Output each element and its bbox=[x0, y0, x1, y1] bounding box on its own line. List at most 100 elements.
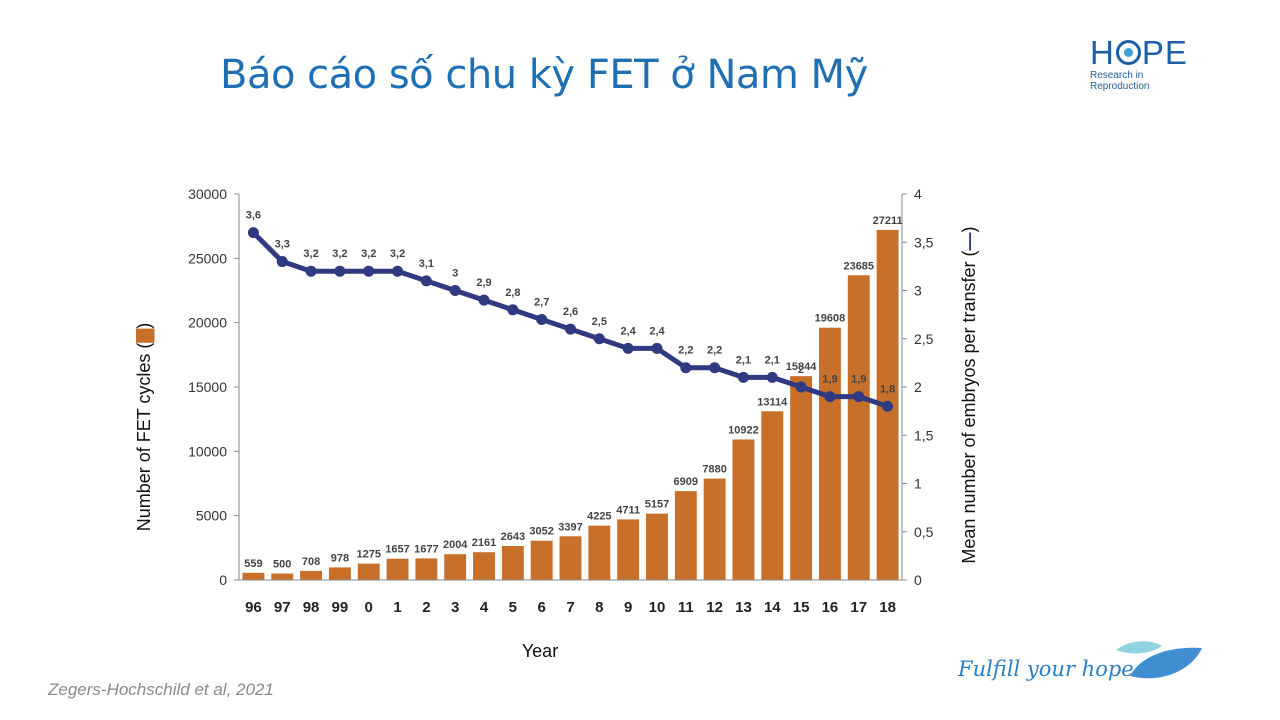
bar-label-14: 13114 bbox=[757, 396, 788, 408]
x-tick-label-98: 98 bbox=[303, 599, 320, 616]
line-label-9: 2,4 bbox=[621, 325, 637, 337]
bar-legend-swatch: ▇ bbox=[134, 328, 155, 344]
embryos-point-0 bbox=[363, 265, 375, 277]
line-label-13: 2,1 bbox=[736, 354, 751, 366]
line-label-5: 2,8 bbox=[505, 287, 520, 299]
right-tick-label: 0,5 bbox=[914, 524, 934, 540]
left-tick-label: 10000 bbox=[188, 443, 227, 459]
line-label-15: 2 bbox=[798, 364, 804, 376]
embryos-point-4 bbox=[478, 294, 490, 306]
line-label-4: 2,9 bbox=[476, 277, 491, 289]
x-axis-title: Year bbox=[522, 641, 558, 661]
bar-0 bbox=[357, 563, 380, 580]
right-tick-label: 3 bbox=[914, 283, 922, 299]
embryos-point-6 bbox=[536, 313, 548, 325]
bar-label-9: 4711 bbox=[616, 504, 640, 516]
bar-99 bbox=[328, 567, 351, 580]
line-label-7: 2,6 bbox=[563, 306, 578, 318]
bar-label-18: 27211 bbox=[873, 215, 903, 227]
bar-98 bbox=[300, 570, 323, 580]
bar-5 bbox=[501, 545, 524, 580]
embryos-point-2 bbox=[420, 275, 432, 287]
bar-13 bbox=[732, 439, 755, 580]
right-tick-label: 1 bbox=[914, 476, 922, 492]
embryos-point-8 bbox=[593, 333, 605, 345]
right-axis-title: Mean number of embryos per transfer (—) bbox=[959, 226, 979, 563]
embryos-point-14 bbox=[766, 371, 778, 383]
right-tick-label: 0 bbox=[914, 572, 922, 588]
line-label-6: 2,7 bbox=[534, 296, 549, 308]
line-label-8: 2,5 bbox=[592, 316, 607, 328]
embryos-point-5 bbox=[507, 304, 519, 316]
left-tick-label: 30000 bbox=[188, 186, 227, 202]
line-label-98: 3,2 bbox=[303, 248, 318, 260]
x-tick-label-10: 10 bbox=[649, 599, 666, 616]
leaf-icon bbox=[1116, 641, 1202, 679]
bar-6 bbox=[530, 540, 553, 580]
left-axis-title: Number of FET cycles (▇) bbox=[134, 323, 155, 532]
embryos-point-1 bbox=[392, 265, 404, 277]
line-label-10: 2,4 bbox=[649, 325, 665, 337]
bar-17 bbox=[847, 275, 870, 580]
x-tick-label-17: 17 bbox=[850, 599, 867, 616]
right-tick-label: 2 bbox=[914, 379, 922, 395]
x-tick-label-0: 0 bbox=[365, 599, 373, 616]
slide-title: Báo cáo số chu kỳ FET ở Nam Mỹ bbox=[220, 52, 868, 98]
line-label-11: 2,2 bbox=[678, 345, 693, 357]
left-tick-label: 5000 bbox=[196, 508, 227, 524]
x-tick-label-11: 11 bbox=[678, 599, 694, 616]
bar-label-98: 708 bbox=[302, 556, 320, 568]
logo-letter-h: H bbox=[1090, 34, 1115, 71]
bar-label-1: 1657 bbox=[385, 544, 409, 556]
x-tick-label-4: 4 bbox=[480, 599, 489, 616]
x-tick-label-1: 1 bbox=[393, 599, 401, 616]
bar-4 bbox=[473, 552, 495, 580]
embryos-point-7 bbox=[565, 323, 576, 335]
line-label-3: 3 bbox=[452, 268, 458, 280]
line-label-17: 1,9 bbox=[851, 374, 866, 386]
embryos-point-16 bbox=[824, 391, 836, 403]
citation: Zegers-Hochschild et al, 2021 bbox=[48, 680, 274, 699]
bar-10 bbox=[646, 513, 668, 580]
line-label-96: 3,6 bbox=[246, 210, 261, 222]
line-label-0: 3,2 bbox=[361, 248, 376, 260]
right-tick-label: 3,5 bbox=[914, 234, 934, 250]
left-axis-title-close: ) bbox=[134, 323, 154, 329]
bar-16 bbox=[818, 327, 841, 580]
line-label-97: 3,3 bbox=[275, 239, 290, 251]
bar-label-8: 4225 bbox=[587, 511, 611, 523]
right-axis-title-close: ) bbox=[959, 226, 979, 232]
logo-wordmark: H PE bbox=[1090, 36, 1205, 69]
right-axis-title-text: Mean number of embryos per transfer ( bbox=[959, 250, 979, 563]
x-tick-label-99: 99 bbox=[332, 599, 349, 616]
embryos-point-15 bbox=[795, 381, 807, 393]
bar-1 bbox=[386, 558, 409, 580]
embryos-point-10 bbox=[651, 342, 663, 354]
embryos-point-96 bbox=[247, 227, 259, 239]
embryos-point-3 bbox=[449, 285, 461, 296]
bar-96 bbox=[242, 572, 265, 580]
x-tick-label-5: 5 bbox=[509, 599, 517, 616]
bar-9 bbox=[617, 519, 640, 580]
bar-7 bbox=[559, 536, 582, 580]
bar-label-7: 3397 bbox=[558, 521, 582, 533]
bar-label-5: 2643 bbox=[501, 531, 525, 543]
x-tick-label-6: 6 bbox=[538, 599, 546, 616]
embryos-point-9 bbox=[622, 342, 634, 354]
bar-97 bbox=[271, 573, 294, 580]
bar-3 bbox=[444, 554, 467, 580]
bar-label-4: 2161 bbox=[472, 537, 496, 549]
x-tick-label-16: 16 bbox=[822, 599, 839, 616]
logo-subtitle: Research in Reproduction bbox=[1090, 70, 1150, 92]
x-tick-label-3: 3 bbox=[451, 599, 459, 616]
left-tick-label: 25000 bbox=[188, 250, 227, 266]
bar-11 bbox=[674, 491, 697, 580]
bar-label-16: 19608 bbox=[815, 313, 846, 325]
x-tick-label-97: 97 bbox=[274, 599, 291, 616]
embryos-point-97 bbox=[276, 256, 288, 268]
line-label-16: 1,9 bbox=[822, 374, 837, 386]
bar-label-2: 1677 bbox=[414, 543, 438, 555]
x-tick-label-9: 9 bbox=[624, 599, 632, 616]
bar-label-11: 6909 bbox=[674, 476, 698, 488]
x-tick-label-12: 12 bbox=[706, 599, 723, 616]
